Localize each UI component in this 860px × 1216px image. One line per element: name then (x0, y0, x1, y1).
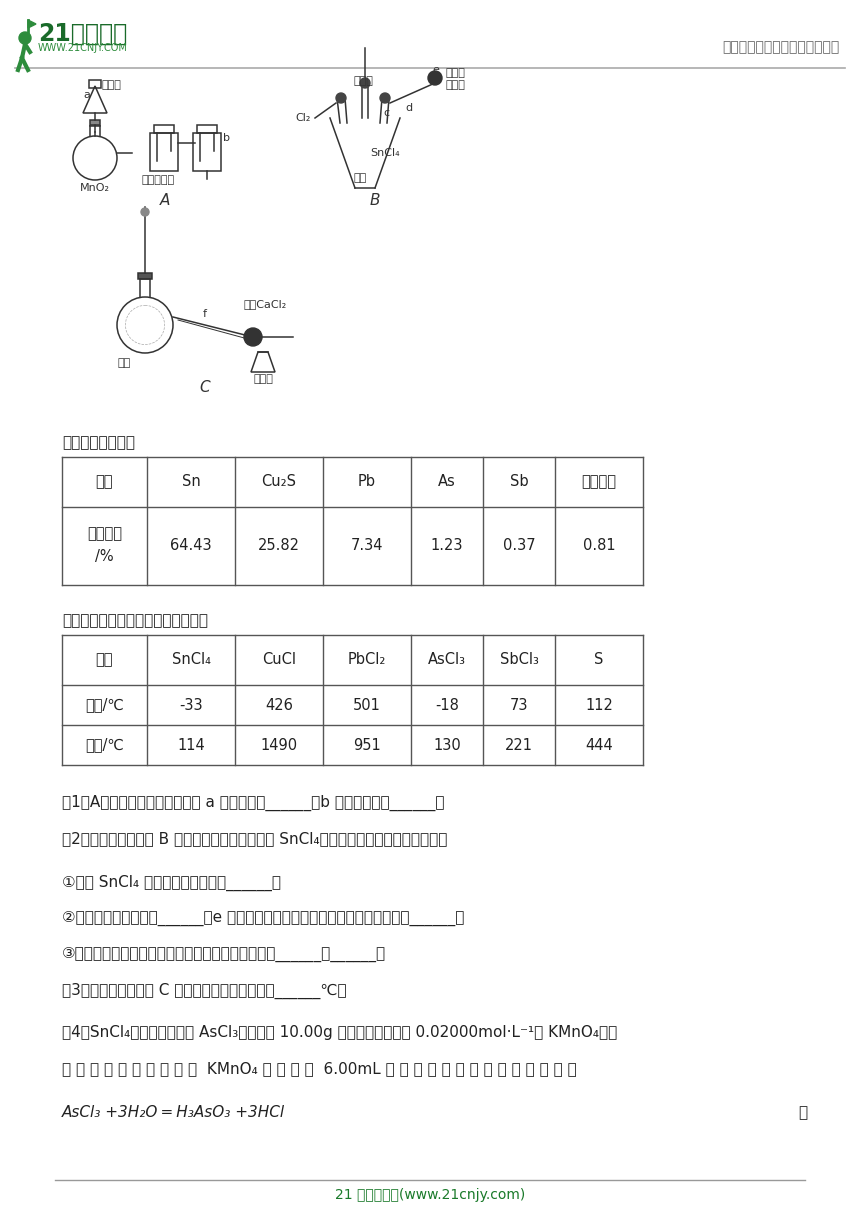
Text: ②其中冷凝水的入口是______，e 中试剂使用碱石灰而不用无水氯化钙的原因是______。: ②其中冷凝水的入口是______，e 中试剂使用碱石灰而不用无水氯化钙的原因是_… (62, 911, 464, 927)
Circle shape (360, 78, 370, 88)
Text: 114: 114 (177, 737, 205, 753)
Text: （1）A装置中，盛浓盐酸装置中 a 管的作用是______，b 瓶中的试剂是______。: （1）A装置中，盛浓盐酸装置中 a 管的作用是______，b 瓶中的试剂是__… (62, 795, 445, 811)
Text: 21世纪教育: 21世纪教育 (38, 22, 127, 46)
Text: 221: 221 (505, 737, 533, 753)
Bar (90, 120, 100, 125)
Text: ③实验中所得固体渣经过处理，可回收的主要金属有______和______。: ③实验中所得固体渣经过处理，可回收的主要金属有______和______。 (62, 947, 386, 962)
Bar (193, 133, 221, 171)
Text: 物质: 物质 (95, 474, 114, 490)
Circle shape (336, 92, 346, 103)
Text: Pb: Pb (358, 474, 376, 490)
Circle shape (244, 328, 262, 347)
Bar (150, 133, 178, 171)
Text: 硫渣: 硫渣 (353, 173, 366, 182)
Text: Cl₂: Cl₂ (295, 113, 310, 123)
Text: 溶 液 滴 定 ， 终 点 时 消 耗  KMnO₄ 标 准 溶 液  6.00mL 。 测 定 过 程 中 发 生 的 相 关 反 应 有: 溶 液 滴 定 ， 终 点 时 消 耗 KMnO₄ 标 准 溶 液 6.00mL… (62, 1062, 577, 1076)
Text: 1490: 1490 (261, 737, 298, 753)
Text: 脱脂棉: 脱脂棉 (253, 375, 273, 384)
Circle shape (19, 32, 31, 44)
Polygon shape (28, 19, 36, 28)
Text: 脱脂棉: 脱脂棉 (445, 80, 465, 90)
Text: 其他杂质: 其他杂质 (581, 474, 617, 490)
Text: Sn: Sn (181, 474, 200, 490)
Text: 64.43: 64.43 (170, 539, 212, 553)
Text: 112: 112 (585, 698, 613, 713)
Text: 25.82: 25.82 (258, 539, 300, 553)
Text: c: c (383, 108, 389, 118)
Bar (154, 125, 174, 133)
Text: e: e (432, 64, 439, 75)
Text: （3）得到的粗产品经 C 装置提纯，应控制温度为______℃。: （3）得到的粗产品经 C 装置提纯，应控制温度为______℃。 (62, 983, 347, 1000)
Text: b: b (223, 133, 230, 143)
Circle shape (428, 71, 442, 85)
Text: ①生成 SnCl₄ 的化学反应方程式为______。: ①生成 SnCl₄ 的化学反应方程式为______。 (62, 876, 281, 891)
Text: 饱和食盐水: 饱和食盐水 (142, 175, 175, 185)
Text: 无水CaCl₂: 无水CaCl₂ (243, 299, 286, 309)
Text: -18: -18 (435, 698, 459, 713)
Text: 碱石灰: 碱石灰 (445, 68, 465, 78)
Text: 130: 130 (433, 737, 461, 753)
Text: 426: 426 (265, 698, 293, 713)
Bar (197, 125, 217, 133)
Text: PbCl₂: PbCl₂ (347, 653, 386, 668)
Text: WWW.21CNJY.COM: WWW.21CNJY.COM (38, 43, 128, 54)
Text: f: f (203, 309, 207, 319)
Text: -33: -33 (179, 698, 203, 713)
Text: AsCl₃: AsCl₃ (428, 653, 466, 668)
Text: SbCl₃: SbCl₃ (500, 653, 538, 668)
Text: a: a (83, 90, 90, 100)
Text: AsCl₃ +3H₂O ═ H₃AsO₃ +3HCl: AsCl₃ +3H₂O ═ H₃AsO₃ +3HCl (62, 1105, 286, 1120)
Text: （2）氮气保护下，向 B 装置的三颈瓶中加入适量 SnCl₄浸没硫渣，通入氯气发生反应。: （2）氮气保护下，向 B 装置的三颈瓶中加入适量 SnCl₄浸没硫渣，通入氯气发… (62, 831, 447, 846)
Text: 熔点/℃: 熔点/℃ (85, 698, 124, 713)
Circle shape (141, 208, 149, 216)
Text: SnCl₄: SnCl₄ (370, 148, 400, 158)
Text: 21 世纪教育网(www.21cnjy.com): 21 世纪教育网(www.21cnjy.com) (335, 1188, 525, 1201)
Text: 0.81: 0.81 (583, 539, 615, 553)
Text: Sb: Sb (510, 474, 528, 490)
Text: 中小学教育资源及组卷应用平台: 中小学教育资源及组卷应用平台 (722, 40, 840, 54)
Text: 501: 501 (353, 698, 381, 713)
Text: S: S (594, 653, 604, 668)
Text: d: d (405, 103, 412, 113)
Text: 7.34: 7.34 (351, 539, 384, 553)
Text: 73: 73 (510, 698, 528, 713)
Text: 444: 444 (585, 737, 613, 753)
Text: 沸石: 沸石 (117, 358, 130, 368)
Text: SnCl₄: SnCl₄ (171, 653, 211, 668)
Text: B: B (370, 193, 380, 208)
Circle shape (380, 92, 390, 103)
Text: C: C (200, 379, 211, 395)
Text: 0.37: 0.37 (503, 539, 535, 553)
Text: 硫渣的化学组成：: 硫渣的化学组成： (62, 435, 135, 450)
Text: /%: /% (95, 548, 114, 563)
Text: MnO₂: MnO₂ (80, 182, 110, 193)
Text: A: A (160, 193, 170, 208)
Text: 浓盐酸: 浓盐酸 (101, 80, 121, 90)
Bar (89, 80, 101, 88)
Text: As: As (438, 474, 456, 490)
Text: Cu₂S: Cu₂S (261, 474, 297, 490)
Text: （4）SnCl₄产品中含有少量 AsCl₃杂质。取 10.00g 产品溶于水中，用 0.02000mol·L⁻¹的 KMnO₄标准: （4）SnCl₄产品中含有少量 AsCl₃杂质。取 10.00g 产品溶于水中，… (62, 1025, 617, 1040)
Text: 1.23: 1.23 (431, 539, 464, 553)
Text: 951: 951 (353, 737, 381, 753)
Text: 搅拌器: 搅拌器 (353, 75, 373, 86)
Text: 沸点/℃: 沸点/℃ (85, 737, 124, 753)
Text: 物质: 物质 (95, 653, 114, 668)
Text: CuCl: CuCl (262, 653, 296, 668)
Text: 质量分数: 质量分数 (87, 527, 122, 541)
Bar (138, 274, 152, 278)
Text: 和: 和 (798, 1105, 808, 1120)
Text: 氯气与硫渣反应相关产物的熔沸点：: 氯气与硫渣反应相关产物的熔沸点： (62, 613, 208, 627)
